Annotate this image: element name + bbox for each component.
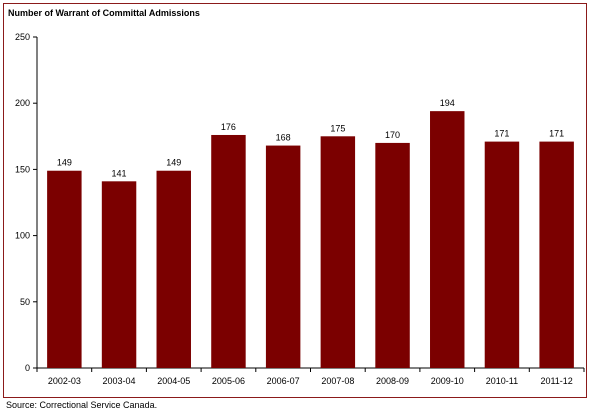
- x-tick-label: 2006-07: [267, 376, 300, 386]
- bar: [156, 170, 191, 368]
- x-tick-label: 2011-12: [540, 376, 572, 386]
- bar: [211, 134, 246, 368]
- bar-value-label: 171: [494, 129, 509, 139]
- bar: [320, 136, 356, 368]
- bar-value-label: 194: [440, 98, 455, 108]
- bar: [484, 141, 520, 368]
- y-tick-label: 0: [25, 363, 30, 373]
- bar-value-label: 149: [166, 158, 181, 168]
- x-tick-label: 2002-03: [48, 376, 81, 386]
- x-tick-label: 2008-09: [376, 376, 409, 386]
- y-tick-label: 150: [15, 164, 30, 174]
- bar: [47, 170, 82, 368]
- bar-value-label: 171: [549, 129, 564, 139]
- y-tick-label: 50: [20, 297, 30, 307]
- bar-value-label: 168: [276, 133, 291, 143]
- chart-bars: [47, 111, 574, 369]
- bar-value-label: 141: [112, 168, 127, 178]
- bar-value-label: 149: [57, 158, 72, 168]
- x-tick-label: 2010-11: [486, 376, 518, 386]
- source-note: Source: Correctional Service Canada.: [6, 400, 158, 410]
- chart-axes: 0 50 100 150 200 250 2002-03 2003-04 2004-05 2005…: [15, 32, 585, 386]
- chart-title: Number of Warrant of Committal Admission…: [8, 8, 200, 18]
- bar-value-label: 170: [385, 130, 400, 140]
- bar-value-label: 175: [330, 123, 345, 133]
- y-tick-label: 250: [15, 32, 30, 42]
- x-tick-label: 2003-04: [103, 376, 136, 386]
- x-tick-label: 2007-08: [321, 376, 354, 386]
- chart-value-labels: 149 141 149 176 168 175 170 194 171 171: [57, 98, 564, 178]
- x-tick-label: 2004-05: [157, 376, 190, 386]
- bar: [101, 181, 137, 368]
- y-tick-label: 200: [15, 98, 30, 108]
- bar: [375, 142, 410, 368]
- x-tick-label: 2005-06: [212, 376, 245, 386]
- y-tick-label: 100: [15, 231, 30, 241]
- bar: [265, 145, 301, 368]
- x-tick-label: 2009-10: [431, 376, 464, 386]
- bar: [430, 111, 465, 369]
- bar-value-label: 176: [221, 122, 236, 132]
- bar: [539, 141, 574, 368]
